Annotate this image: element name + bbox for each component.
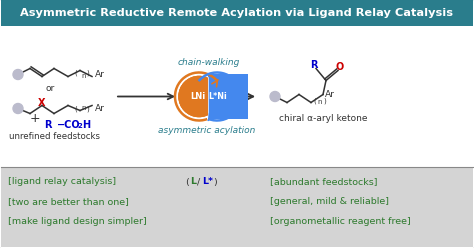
Text: R: R — [44, 120, 52, 129]
Text: $\mathregular{)}$: $\mathregular{)}$ — [86, 68, 90, 79]
Circle shape — [179, 76, 219, 117]
Text: −CO: −CO — [57, 120, 81, 129]
Circle shape — [13, 103, 23, 114]
Text: $\mathregular{(}$: $\mathregular{(}$ — [313, 95, 317, 105]
Text: unrefined feedstocks: unrefined feedstocks — [9, 132, 100, 141]
Text: chain-walking: chain-walking — [178, 58, 240, 67]
Text: [organometallic reagent free]: [organometallic reagent free] — [270, 217, 411, 226]
Text: $\mathregular{)}$: $\mathregular{)}$ — [86, 104, 90, 115]
Text: L*: L* — [202, 178, 213, 186]
Circle shape — [179, 76, 219, 117]
Text: $\mathregular{(}$: $\mathregular{(}$ — [74, 104, 78, 115]
Text: n: n — [82, 72, 86, 79]
Text: Asymmetric Reductive Remote Acylation via Ligand Relay Catalysis: Asymmetric Reductive Remote Acylation vi… — [20, 8, 454, 18]
Circle shape — [270, 92, 280, 101]
Text: [ligand relay catalysis]: [ligand relay catalysis] — [8, 178, 116, 186]
Text: (: ( — [185, 178, 189, 186]
Text: $\mathregular{)}$: $\mathregular{)}$ — [323, 95, 327, 105]
Text: /: / — [197, 178, 200, 186]
Circle shape — [197, 76, 237, 117]
Bar — [1, 167, 473, 247]
Text: [make ligand design simpler]: [make ligand design simpler] — [8, 217, 147, 226]
Text: [general, mild & reliable]: [general, mild & reliable] — [270, 197, 389, 207]
Text: n: n — [82, 104, 86, 111]
Bar — [1, 0, 473, 26]
Text: 2: 2 — [78, 124, 83, 129]
Circle shape — [197, 76, 237, 117]
Circle shape — [13, 69, 23, 80]
Text: LNi: LNi — [191, 92, 206, 101]
Text: [abundant feedstocks]: [abundant feedstocks] — [270, 178, 377, 186]
Text: Ar: Ar — [95, 70, 105, 79]
Text: $\mathregular{(}$: $\mathregular{(}$ — [74, 68, 78, 79]
Text: chiral α-aryl ketone: chiral α-aryl ketone — [279, 114, 367, 123]
Text: O: O — [336, 62, 344, 72]
Text: X: X — [38, 98, 46, 109]
Text: +: + — [30, 112, 40, 125]
Text: asymmetric acylation: asymmetric acylation — [158, 126, 255, 135]
Text: or: or — [46, 84, 55, 93]
Text: ): ) — [213, 178, 217, 186]
Text: n: n — [318, 99, 322, 105]
Text: H: H — [82, 120, 90, 129]
Text: Ar: Ar — [95, 104, 105, 113]
Text: Ar: Ar — [325, 90, 335, 99]
Text: R: R — [310, 61, 318, 70]
Text: [two are better than one]: [two are better than one] — [8, 197, 129, 207]
Text: L: L — [190, 178, 196, 186]
Text: L*Ni: L*Ni — [209, 92, 228, 101]
Circle shape — [179, 76, 219, 117]
Bar — [208, 73, 248, 119]
